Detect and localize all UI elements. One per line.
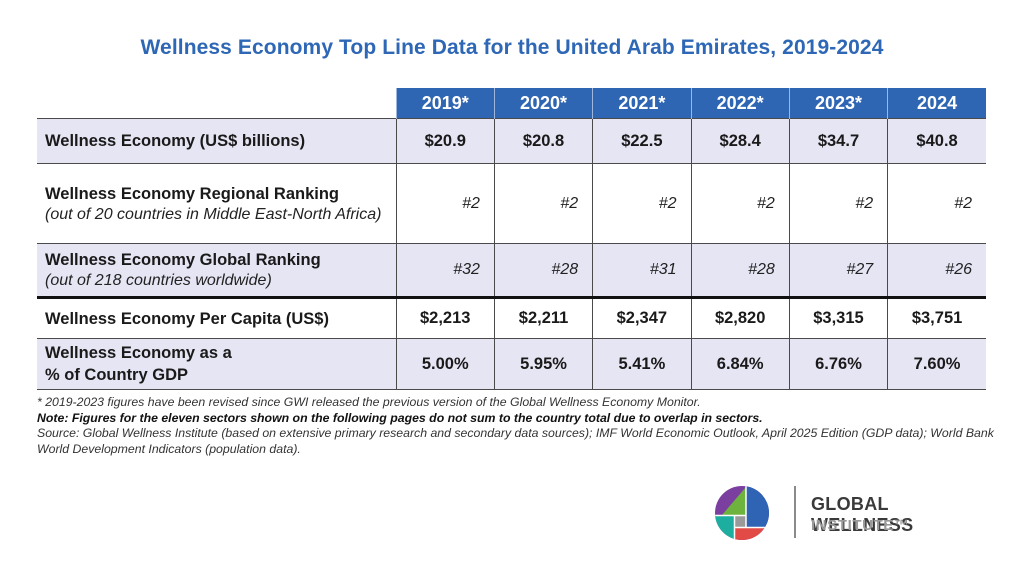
table-row-wellness-economy: Wellness Economy (US$ billions) $20.9 $2… bbox=[37, 118, 986, 164]
top-line-data-table: 2019* 2020* 2021* 2022* 2023* 2024 Welln… bbox=[37, 88, 986, 390]
value-cell: #28 bbox=[690, 243, 790, 299]
sector-note: Note: Figures for the eleven sectors sho… bbox=[37, 410, 763, 425]
row-label: Wellness Economy as a % of Country GDP bbox=[45, 344, 232, 384]
value-cell: 5.95% bbox=[493, 338, 593, 390]
value-cell: $40.8 bbox=[887, 118, 986, 164]
value-cell: $20.9 bbox=[395, 118, 495, 164]
gwi-circle-logo-icon bbox=[715, 486, 769, 540]
value-cell: #2 bbox=[690, 163, 790, 244]
row-label-cell: Wellness Economy (US$ billions) bbox=[37, 118, 397, 164]
header-blank-cell bbox=[37, 88, 397, 119]
row-sublabel: (out of 20 countries in Middle East-Nort… bbox=[45, 205, 382, 223]
value-cell: $28.4 bbox=[690, 118, 790, 164]
value-cell: $34.7 bbox=[788, 118, 888, 164]
source-footnote: Source: Global Wellness Institute (based… bbox=[37, 426, 994, 456]
year-header: 2021* bbox=[592, 88, 692, 119]
row-label-cell: Wellness Economy Per Capita (US$) bbox=[37, 296, 397, 339]
value-cell: #2 bbox=[788, 163, 888, 244]
value-cell: #2 bbox=[493, 163, 593, 244]
gwi-logo: GLOBAL WELLNESS INSTITUTE™ bbox=[714, 480, 994, 550]
value-cell: $3,315 bbox=[788, 296, 888, 339]
value-cell: 5.00% bbox=[395, 338, 495, 390]
row-label: Wellness Economy Global Ranking bbox=[45, 251, 321, 269]
table-row-per-capita: Wellness Economy Per Capita (US$) $2,213… bbox=[37, 296, 986, 339]
year-header: 2019* bbox=[395, 88, 495, 119]
value-cell: #28 bbox=[493, 243, 593, 299]
value-cell: #31 bbox=[592, 243, 692, 299]
row-sublabel: (out of 218 countries worldwide) bbox=[45, 272, 272, 289]
page-title: Wellness Economy Top Line Data for the U… bbox=[140, 36, 884, 59]
row-label: Wellness Economy Regional Ranking bbox=[45, 184, 340, 203]
table-row-regional-ranking: Wellness Economy Regional Ranking (out o… bbox=[37, 163, 986, 244]
value-cell: 5.41% bbox=[592, 338, 692, 390]
value-cell: #27 bbox=[788, 243, 888, 299]
value-cell: #2 bbox=[887, 163, 986, 244]
row-label: Wellness Economy Per Capita (US$) bbox=[45, 309, 329, 328]
value-cell: 7.60% bbox=[887, 338, 986, 390]
value-cell: $20.8 bbox=[493, 118, 593, 164]
value-cell: #26 bbox=[887, 243, 986, 299]
logo-wordmark-line1: GLOBAL WELLNESS bbox=[811, 494, 914, 535]
value-cell: $2,213 bbox=[395, 296, 495, 339]
row-label-cell: Wellness Economy as a % of Country GDP bbox=[37, 338, 397, 390]
table-row-global-ranking: Wellness Economy Global Ranking (out of … bbox=[37, 243, 986, 299]
value-cell: $3,751 bbox=[887, 296, 986, 339]
logo-wordmark-line2: INSTITUTE™ bbox=[811, 517, 910, 534]
value-cell: $22.5 bbox=[592, 118, 692, 164]
year-header: 2024 bbox=[887, 88, 986, 119]
value-cell: $2,347 bbox=[592, 296, 692, 339]
year-header: 2023* bbox=[788, 88, 888, 119]
year-header: 2020* bbox=[493, 88, 593, 119]
table-row-gdp-share: Wellness Economy as a % of Country GDP 5… bbox=[37, 338, 986, 390]
value-cell: 6.76% bbox=[788, 338, 888, 390]
value-cell: #32 bbox=[395, 243, 495, 299]
year-header: 2022* bbox=[690, 88, 790, 119]
value-cell: 6.84% bbox=[690, 338, 790, 390]
value-cell: #2 bbox=[592, 163, 692, 244]
revision-footnote: * 2019-2023 figures have been revised si… bbox=[37, 395, 701, 409]
row-label-cell: Wellness Economy Global Ranking (out of … bbox=[37, 243, 397, 299]
value-cell: $2,820 bbox=[690, 296, 790, 339]
footnotes: * 2019-2023 figures have been revised si… bbox=[37, 395, 997, 457]
value-cell: #2 bbox=[395, 163, 495, 244]
logo-divider bbox=[794, 486, 796, 538]
table-header-row: 2019* 2020* 2021* 2022* 2023* 2024 bbox=[37, 88, 986, 119]
row-label-cell: Wellness Economy Regional Ranking (out o… bbox=[37, 163, 397, 244]
value-cell: $2,211 bbox=[493, 296, 593, 339]
row-label: Wellness Economy (US$ billions) bbox=[45, 132, 306, 150]
